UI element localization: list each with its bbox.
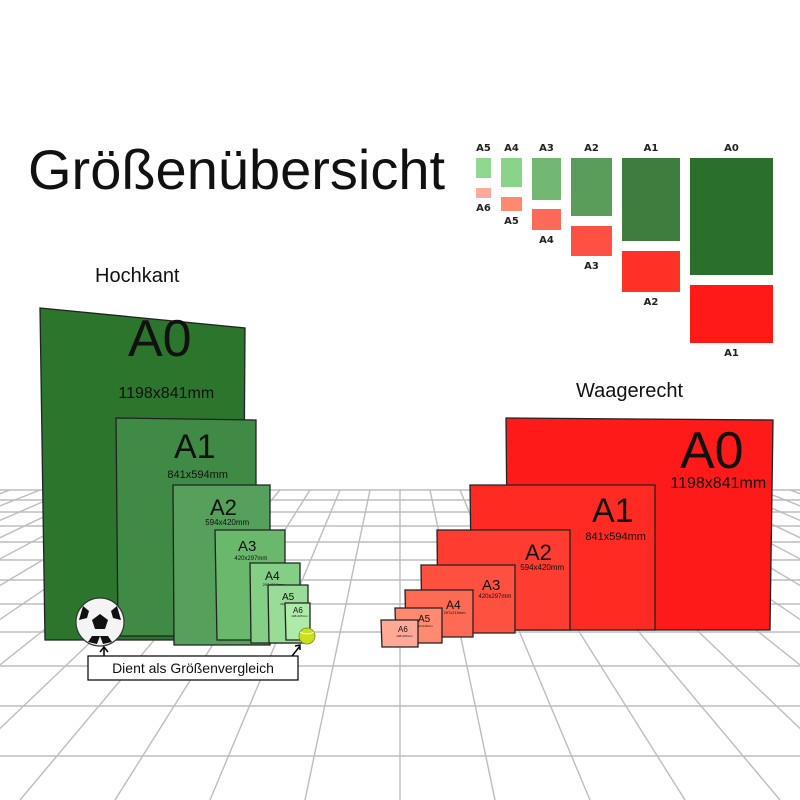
legend-label: A2 (644, 297, 659, 308)
legend-label: A2 (584, 143, 599, 154)
sheet-name: A2 (210, 495, 237, 520)
grid-line (0, 489, 131, 560)
comparison-label-box (87, 655, 299, 681)
grid-line (304, 489, 371, 800)
sheet-size: 841x594mm (167, 469, 228, 481)
legend-portrait-a4 (501, 158, 522, 187)
sheet-name: A1 (174, 428, 216, 466)
portrait-heading: Hochkant (95, 265, 180, 287)
tennis-ball-icon (298, 627, 316, 645)
comparison-label: Dient als Größenvergleich (112, 660, 274, 676)
sheet-panel (380, 619, 419, 648)
arrow-to-soccer-icon (99, 645, 109, 656)
sheet-name: A0 (128, 310, 192, 368)
legend-label: A6 (476, 203, 491, 214)
sheet-size: 1198x841mm (118, 385, 214, 402)
sheet-size: 1198x841mm (670, 475, 766, 492)
sheet-size: 297x210mm (444, 610, 467, 615)
sheet-name: A5 (282, 592, 295, 603)
legend-landscape-a6 (476, 188, 491, 198)
legend-label: A1 (644, 143, 659, 154)
legend-label: A3 (584, 261, 599, 272)
legend-portrait-a0 (690, 158, 773, 275)
sheet-name: A3 (482, 577, 500, 594)
sheet-name: A6 (398, 625, 408, 634)
sheet-name: A2 (525, 540, 552, 565)
legend-landscape-a2 (622, 251, 680, 292)
legend-label: A0 (724, 143, 739, 154)
legend: A5 A4 A3 A2 A1 A0 A6 A5 A4 A3 A2 A1 (476, 143, 773, 359)
sheet-size: 594x420mm (205, 518, 249, 527)
grid-line (0, 489, 41, 507)
sheet-size: 420x297mm (234, 556, 267, 562)
sheet-size: 148x105mm (291, 614, 308, 618)
grid-line (209, 489, 341, 800)
legend-portrait-a5 (476, 158, 491, 178)
sheet-size: 420x297mm (478, 594, 511, 600)
arrow-to-tennis-icon (291, 644, 301, 657)
legend-portrait-a3 (532, 158, 561, 200)
legend-label: A4 (539, 235, 554, 246)
sheet-name: A4 (446, 598, 461, 612)
legend-label: A4 (504, 143, 519, 154)
legend-landscape-a1 (690, 285, 773, 343)
sheet-name: A1 (592, 492, 634, 530)
sheet-size: 148x105mm (396, 634, 413, 638)
legend-label: A3 (539, 143, 554, 154)
legend-label: A5 (476, 143, 491, 154)
legend-landscape-a3 (571, 226, 612, 256)
sheet-name: A6 (293, 606, 303, 615)
sheet-name: A0 (680, 422, 744, 480)
sheet-size: 594x420mm (520, 563, 564, 572)
legend-portrait-a2 (571, 158, 612, 216)
page-title: Größenübersicht (28, 138, 446, 201)
sheet-name: A4 (265, 569, 280, 583)
sheet-name: A5 (418, 614, 431, 625)
sheet-size: 841x594mm (585, 531, 646, 543)
sheet-name: A3 (238, 538, 256, 555)
legend-label: A5 (504, 216, 519, 227)
legend-portrait-a1 (622, 158, 680, 241)
legend-landscape-a4 (532, 209, 561, 230)
legend-landscape-a5 (501, 197, 522, 211)
landscape-heading: Waagerecht (576, 380, 684, 402)
sheet-size: 210x148mm (416, 624, 433, 628)
soccer-ball-icon (75, 597, 125, 647)
legend-label: A1 (724, 348, 739, 359)
